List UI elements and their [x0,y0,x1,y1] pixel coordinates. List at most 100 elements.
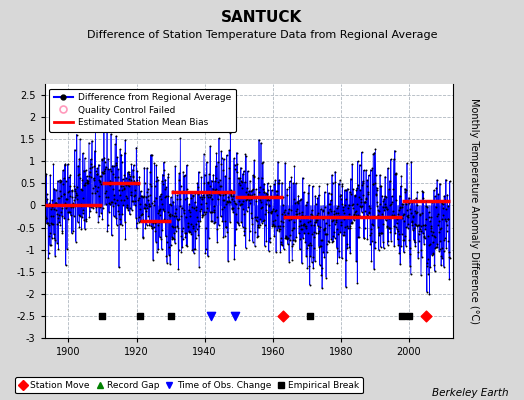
Point [83,178,91,185]
Point [171,240,179,246]
Point [68,194,77,200]
Point [135,174,144,180]
Point [221,233,229,240]
Point [151,220,159,226]
Point [272,206,280,213]
Point [208,209,216,215]
Point [345,188,354,195]
Point [277,218,286,224]
Point [389,213,397,219]
Point [396,261,405,268]
Point [80,217,88,223]
Point [203,179,212,186]
Point [238,200,246,207]
Point [52,200,60,206]
Point [134,181,142,187]
Point [309,254,317,260]
Point [244,204,253,210]
Point [343,223,351,229]
Point [196,218,205,224]
Point [174,266,182,273]
Point [93,165,101,172]
Point [268,187,276,193]
Point [59,202,68,208]
Point [177,249,185,255]
Point [386,224,394,231]
Point [283,234,291,241]
Point [54,195,63,201]
Point [394,211,402,218]
Point [320,189,329,195]
Point [57,193,65,200]
Point [221,191,230,197]
Point [434,222,442,228]
Point [389,208,397,214]
Point [284,234,292,241]
Point [61,200,69,206]
Point [220,197,228,203]
Point [353,279,362,286]
Point [365,210,374,216]
Point [366,232,374,238]
Point [147,183,156,190]
Point [386,178,394,184]
Point [341,202,349,208]
Point [390,223,398,230]
Point [99,216,107,222]
Point [163,216,171,223]
Point [77,202,85,209]
Point [430,268,439,274]
Point [269,206,278,212]
Point [288,241,297,248]
Point [45,200,53,206]
Point [106,199,115,205]
Point [204,235,213,241]
Point [264,180,272,187]
Point [42,220,51,227]
Point [433,244,442,250]
Point [138,211,146,218]
Point [199,212,207,218]
Point [237,178,246,184]
Point [184,206,193,213]
Point [214,188,223,194]
Point [185,209,194,215]
Point [333,244,341,251]
Point [81,180,90,186]
Point [189,192,197,199]
Point [346,176,355,182]
Point [206,143,214,149]
Point [316,243,324,250]
Point [322,220,330,226]
Point [417,222,425,229]
Point [182,186,191,192]
Point [186,229,194,236]
Point [326,197,335,204]
Point [333,226,341,232]
Point [96,173,104,179]
Point [229,189,237,196]
Point [76,136,84,142]
Point [305,182,313,189]
Point [382,194,390,200]
Point [302,202,310,208]
Point [289,224,297,231]
Point [292,180,300,186]
Point [389,186,398,192]
Point [41,194,49,200]
Point [390,212,399,218]
Point [271,208,280,214]
Point [70,183,79,189]
Point [214,196,222,202]
Point [287,207,295,213]
Point [263,191,271,198]
Point [137,192,146,199]
Point [166,213,174,219]
Point [237,164,245,171]
Point [156,234,164,240]
Point [403,160,411,166]
Point [158,201,166,207]
Point [61,262,70,268]
Point [56,222,64,228]
Point [139,234,147,240]
